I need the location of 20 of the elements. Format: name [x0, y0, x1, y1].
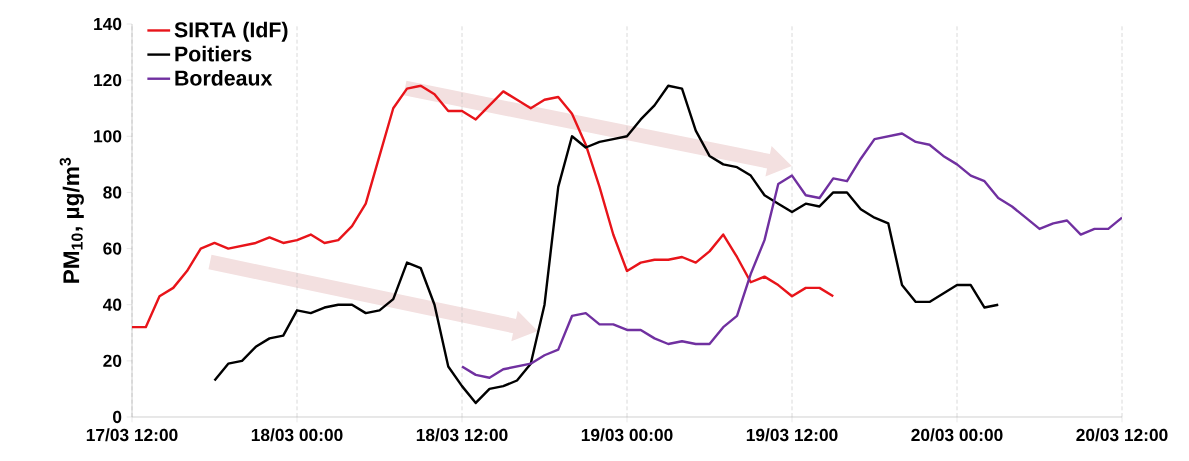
y-tick-label: 120	[94, 74, 122, 87]
x-tick-label: 17/03 12:00	[86, 428, 178, 442]
y-tick-label: 140	[94, 17, 122, 31]
x-tick-label: 20/03 00:00	[911, 428, 1003, 442]
y-tick-label: 60	[103, 242, 122, 255]
y-axis-title: PM$_{10}$, µg/m$^{3}$	[59, 157, 84, 283]
x-tick-label: 19/03 12:00	[746, 428, 838, 442]
legend-label: SIRTA (IdF)	[174, 21, 288, 42]
y-tick-label: 0	[113, 410, 122, 424]
y-tick-label: 40	[102, 298, 122, 311]
x-tick-label: 18/03 00:00	[251, 428, 343, 442]
y-tick-label: 20	[103, 354, 122, 367]
line-series	[213, 84, 1000, 405]
y-tick-label: 100	[94, 130, 122, 143]
x-tick-label: 19/03 00:00	[581, 428, 673, 442]
x-tick-label: 18/03 12:00	[416, 428, 508, 442]
y-tick-label: 80	[103, 186, 122, 199]
x-tick-label: 20/03 12:00	[1076, 428, 1168, 442]
legend-label: Bordeaux	[175, 69, 273, 86]
legend-label: Poitiers	[175, 45, 252, 62]
